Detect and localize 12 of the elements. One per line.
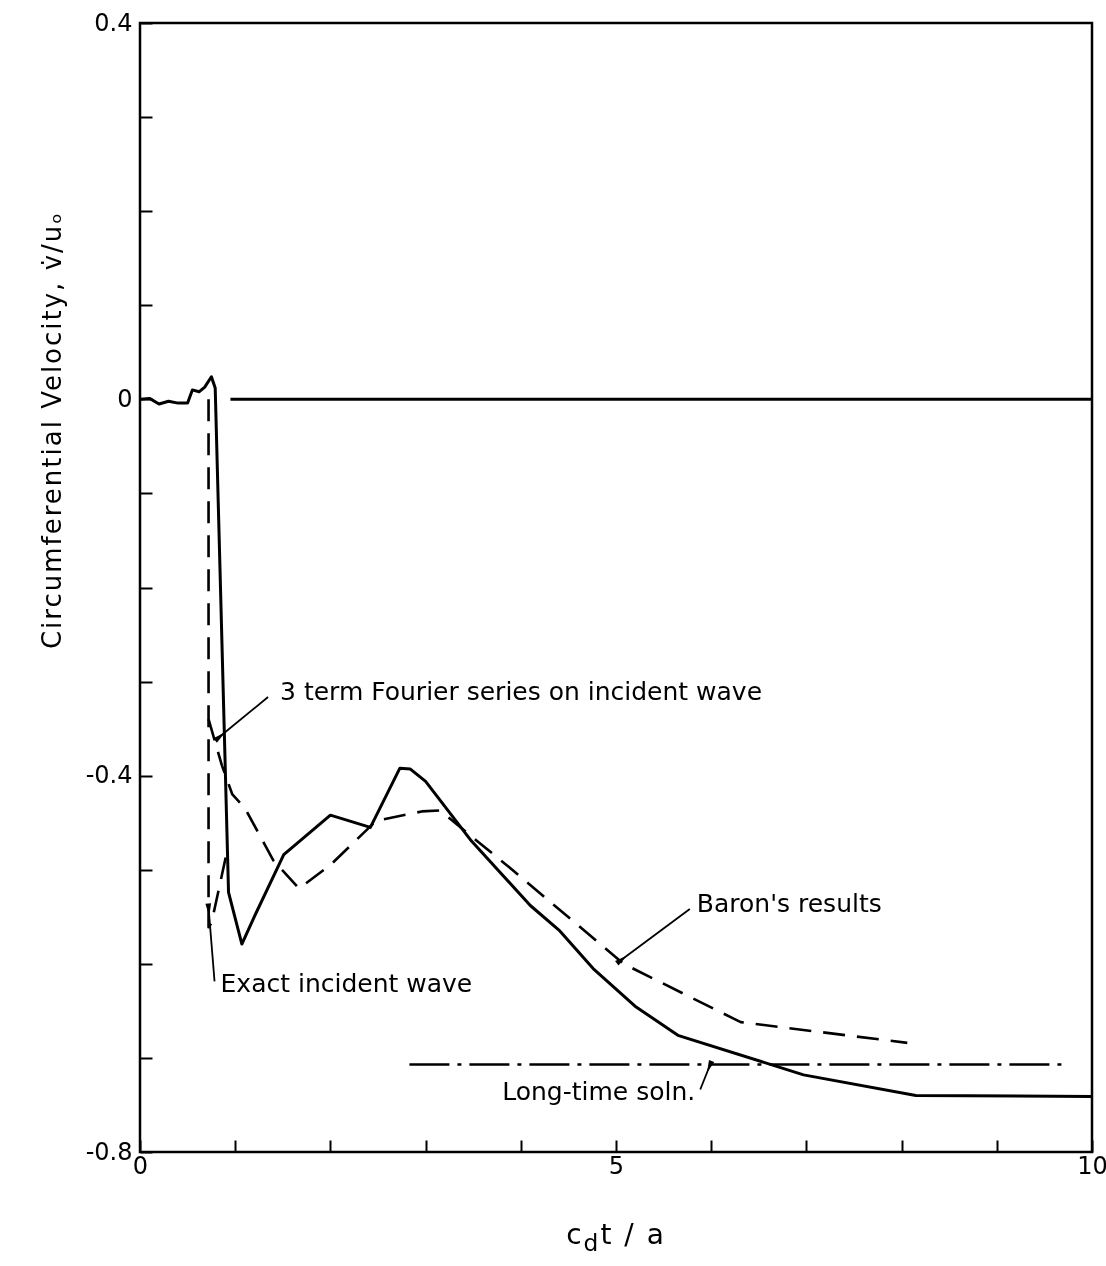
annotation: 3 term Fourier series on incident wave xyxy=(280,677,763,707)
x-axis-title: c$_{d}$t / a xyxy=(565,1218,667,1257)
y-axis-title: Circumferential Velocity, v̇/uₒ xyxy=(37,210,67,650)
y-tick-label: 0 xyxy=(117,384,133,413)
x-tick-label: 10 xyxy=(1077,1151,1106,1180)
y-tick-label: -0.8 xyxy=(85,1137,133,1166)
y-tick-label: 0.4 xyxy=(94,8,133,37)
y-tick-label: -0.4 xyxy=(85,761,133,790)
annotation: Baron's results xyxy=(696,889,882,919)
annotation: Long-time soln. xyxy=(502,1076,696,1106)
annotation: Exact incident wave xyxy=(220,969,473,999)
x-tick-label: 5 xyxy=(608,1151,625,1180)
